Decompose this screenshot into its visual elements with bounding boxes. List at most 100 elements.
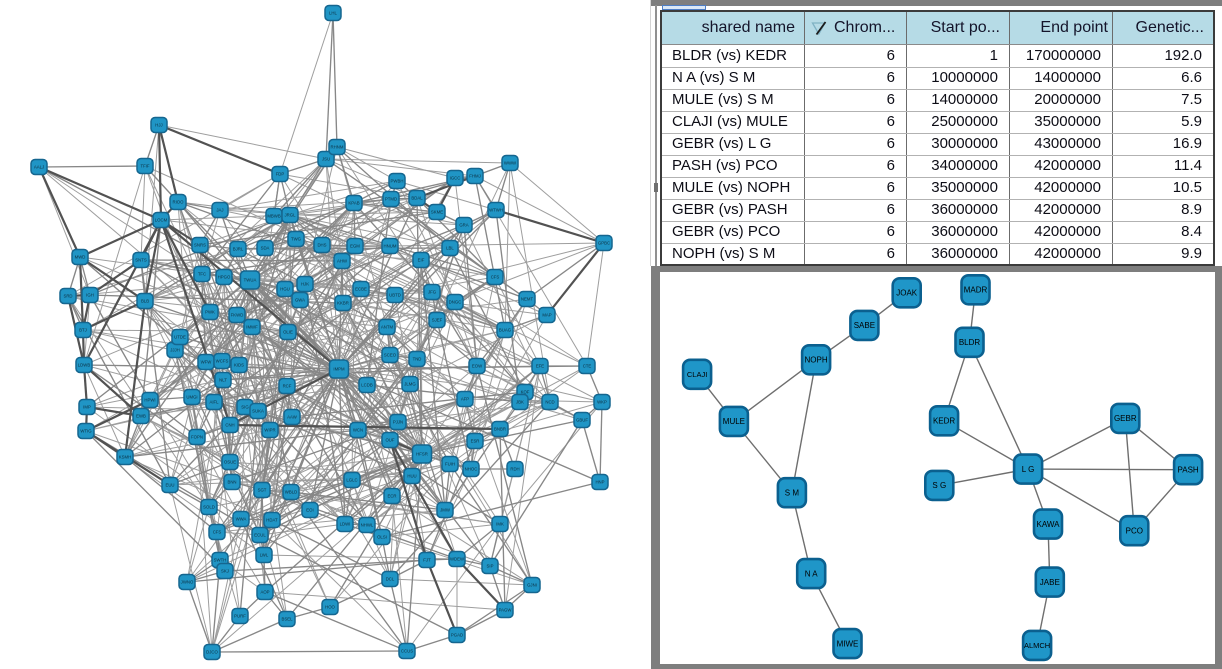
svg-text:FKWD: FKWD	[231, 313, 244, 318]
svg-text:PWK: PWK	[205, 310, 215, 315]
svg-text:DHS: DHS	[317, 243, 326, 248]
svg-text:JBK: JBK	[516, 400, 524, 405]
svg-text:NLT: NLT	[219, 378, 227, 383]
svg-text:WWW: WWW	[504, 161, 517, 166]
svg-text:HNP: HNP	[595, 480, 604, 485]
svg-text:PCO: PCO	[1126, 527, 1143, 536]
svg-text:JFG: JFG	[428, 290, 437, 295]
svg-text:TWUA: TWUA	[244, 278, 257, 283]
svg-text:CTE: CTE	[583, 364, 592, 369]
svg-text:KSMH: KSMH	[119, 455, 131, 460]
svg-text:RCF: RCF	[283, 384, 292, 389]
svg-text:WIPR: WIPR	[264, 428, 275, 433]
svg-text:MAP: MAP	[542, 313, 551, 318]
svg-text:CNH: CNH	[225, 423, 234, 428]
svg-text:N A: N A	[805, 569, 819, 578]
svg-text:BLB: BLB	[141, 299, 149, 304]
svg-text:BSEL: BSEL	[282, 617, 294, 622]
svg-text:KAWA: KAWA	[1037, 520, 1061, 529]
svg-text:MULE: MULE	[723, 417, 745, 426]
svg-text:LWL: LWL	[260, 553, 269, 558]
svg-text:JAJ: JAJ	[216, 208, 223, 213]
svg-text:GJNI: GJNI	[527, 583, 537, 588]
svg-text:KIDS: KIDS	[234, 363, 244, 368]
svg-text:BLDR: BLDR	[959, 338, 981, 347]
svg-text:WBLD: WBLD	[285, 490, 297, 495]
svg-text:HJJ: HJJ	[155, 123, 162, 128]
svg-text:PWBH: PWBH	[391, 179, 404, 184]
svg-text:OLSI: OLSI	[377, 535, 387, 540]
svg-text:HOO: HOO	[325, 605, 335, 610]
svg-text:KEDR: KEDR	[933, 417, 955, 426]
svg-text:JOAK: JOAK	[896, 289, 918, 298]
svg-text:MIWE: MIWE	[837, 639, 859, 648]
svg-text:L G: L G	[1022, 465, 1035, 474]
svg-text:PGAD: PGAD	[451, 633, 463, 638]
svg-text:IMK: IMK	[496, 522, 504, 527]
svg-text:SUKA: SUKA	[252, 409, 264, 414]
svg-text:BTJ: BTJ	[79, 328, 87, 333]
svg-text:SIG: SIG	[241, 405, 249, 410]
svg-text:LDWI: LDWI	[340, 522, 351, 527]
svg-text:AALJ: AALJ	[34, 165, 44, 170]
svg-text:EOW: EOW	[472, 364, 483, 369]
svg-text:EWB: EWB	[136, 414, 146, 419]
svg-text:PTMD: PTMD	[385, 197, 397, 202]
svg-text:EGM: EGM	[350, 244, 360, 249]
svg-text:KPAB: KPAB	[348, 201, 359, 206]
svg-text:PASH: PASH	[1177, 466, 1198, 475]
svg-text:PJJN: PJJN	[393, 420, 403, 425]
svg-text:WTWH: WTWH	[489, 208, 503, 213]
svg-text:ESR: ESR	[471, 439, 480, 444]
svg-text:WDEW: WDEW	[450, 557, 465, 562]
svg-text:ALMCH: ALMCH	[1024, 641, 1050, 650]
svg-text:DCL: DCL	[386, 577, 395, 582]
svg-text:MWD: MWD	[75, 255, 86, 260]
svg-text:WCN: WCN	[353, 428, 363, 433]
svg-text:IMPM: IMPM	[333, 367, 345, 372]
svg-text:CLAJI: CLAJI	[687, 370, 707, 379]
svg-text:LOCM: LOCM	[155, 218, 168, 223]
svg-text:GRA: GRA	[459, 223, 468, 228]
svg-text:ECR: ECR	[387, 494, 396, 499]
svg-text:SWTH: SWTH	[214, 558, 227, 563]
svg-text:HDAT: HDAT	[266, 518, 278, 523]
svg-text:AOP: AOP	[260, 590, 269, 595]
svg-text:CFS: CFS	[491, 275, 500, 280]
svg-text:NHWL: NHWL	[361, 523, 374, 528]
svg-text:LCDB: LCDB	[361, 383, 373, 388]
svg-text:JMW: JMW	[440, 508, 451, 513]
svg-text:TFIF: TFIF	[140, 164, 149, 169]
svg-text:HNUM: HNUM	[384, 244, 397, 249]
svg-text:ECUL: ECUL	[254, 533, 266, 538]
svg-text:WWA: WWA	[236, 517, 247, 522]
svg-text:RHNM: RHNM	[331, 145, 344, 150]
svg-text:LBL: LBL	[446, 246, 454, 251]
svg-text:IGH: IGH	[86, 293, 94, 298]
svg-text:DNGC: DNGC	[449, 300, 462, 305]
svg-text:IMWF: IMWF	[246, 325, 258, 330]
svg-text:NHOC: NHOC	[465, 467, 478, 472]
svg-text:UBTD: UBTD	[389, 293, 401, 298]
svg-text:HJK: HJK	[301, 282, 309, 287]
svg-text:WTIG: WTIG	[80, 429, 92, 434]
svg-text:SGT: SGT	[258, 488, 267, 493]
svg-text:FOPN: FOPN	[191, 435, 203, 440]
svg-text:S G: S G	[932, 481, 946, 490]
svg-text:NOPH: NOPH	[805, 356, 828, 365]
svg-text:GEBR: GEBR	[1114, 414, 1137, 423]
svg-text:JWNO: JWNO	[181, 580, 194, 585]
svg-text:GWA: GWA	[295, 298, 305, 303]
svg-text:WFW: WFW	[201, 360, 213, 365]
svg-text:UTDE: UTDE	[174, 335, 186, 340]
svg-text:IGCC: IGCC	[450, 176, 461, 181]
svg-text:NEMT: NEMT	[521, 297, 534, 302]
svg-text:GPBC: GPBC	[598, 241, 610, 246]
svg-text:AHW: AHW	[337, 259, 348, 264]
svg-text:BNN: BNN	[227, 480, 236, 485]
svg-text:BDAL: BDAL	[411, 196, 423, 201]
svg-text:OLIE: OLIE	[283, 330, 293, 335]
svg-text:WCFS: WCFS	[216, 359, 229, 364]
svg-text:HPGO: HPGO	[218, 275, 231, 280]
svg-text:ANTM: ANTM	[381, 325, 394, 330]
